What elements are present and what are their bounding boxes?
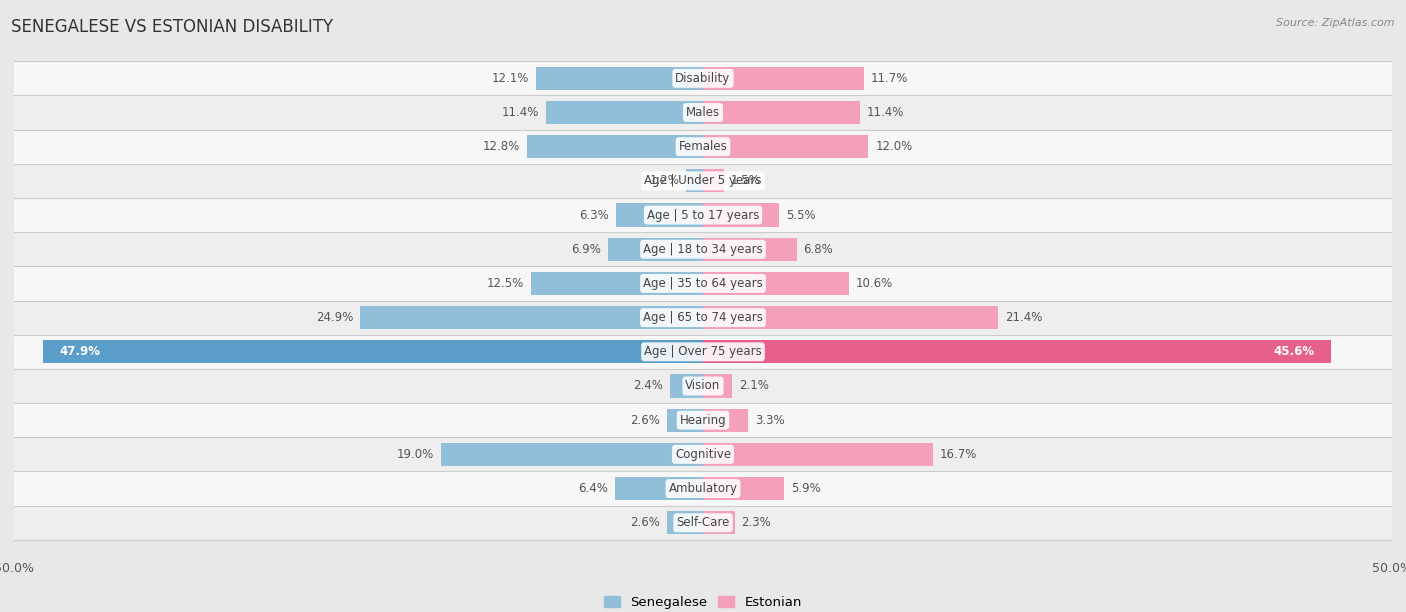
Bar xyxy=(531,272,703,295)
Text: 16.7%: 16.7% xyxy=(941,448,977,461)
Text: Age | 35 to 64 years: Age | 35 to 64 years xyxy=(643,277,763,290)
Bar xyxy=(14,61,1392,95)
Text: Cognitive: Cognitive xyxy=(675,448,731,461)
Bar xyxy=(703,170,724,193)
Text: 6.9%: 6.9% xyxy=(571,243,600,256)
Bar xyxy=(14,471,1392,506)
Text: 24.9%: 24.9% xyxy=(315,311,353,324)
Text: 2.1%: 2.1% xyxy=(738,379,769,392)
Text: 12.5%: 12.5% xyxy=(486,277,524,290)
Bar xyxy=(14,506,1392,540)
Bar xyxy=(14,198,1392,232)
Bar xyxy=(703,409,748,432)
Bar xyxy=(14,437,1392,471)
Bar xyxy=(14,164,1392,198)
Text: 6.4%: 6.4% xyxy=(578,482,607,495)
Text: 21.4%: 21.4% xyxy=(1005,311,1042,324)
Bar xyxy=(703,477,785,500)
Text: Females: Females xyxy=(679,140,727,153)
Text: 2.6%: 2.6% xyxy=(630,517,661,529)
Text: Self-Care: Self-Care xyxy=(676,517,730,529)
Legend: Senegalese, Estonian: Senegalese, Estonian xyxy=(599,591,807,612)
Text: Males: Males xyxy=(686,106,720,119)
Text: 3.3%: 3.3% xyxy=(755,414,785,427)
Bar xyxy=(607,237,703,261)
Text: 5.9%: 5.9% xyxy=(792,482,821,495)
Text: 2.6%: 2.6% xyxy=(630,414,661,427)
Text: 10.6%: 10.6% xyxy=(856,277,893,290)
Bar xyxy=(546,101,703,124)
Bar xyxy=(703,340,1331,364)
Text: 19.0%: 19.0% xyxy=(396,448,434,461)
Bar xyxy=(14,300,1392,335)
Bar xyxy=(14,232,1392,266)
Bar xyxy=(668,511,703,534)
Text: 6.3%: 6.3% xyxy=(579,209,609,222)
Bar xyxy=(536,67,703,90)
Text: 12.1%: 12.1% xyxy=(492,72,530,85)
Bar xyxy=(686,170,703,193)
Text: 11.4%: 11.4% xyxy=(868,106,904,119)
Text: 11.7%: 11.7% xyxy=(872,72,908,85)
Text: Source: ZipAtlas.com: Source: ZipAtlas.com xyxy=(1277,18,1395,28)
Bar xyxy=(703,101,860,124)
Bar xyxy=(616,203,703,226)
Bar xyxy=(360,306,703,329)
Text: 45.6%: 45.6% xyxy=(1274,345,1315,358)
Bar xyxy=(14,130,1392,164)
Bar xyxy=(441,442,703,466)
Text: 12.0%: 12.0% xyxy=(875,140,912,153)
Bar xyxy=(527,135,703,159)
Bar xyxy=(14,95,1392,130)
Text: Age | Under 5 years: Age | Under 5 years xyxy=(644,174,762,187)
Text: SENEGALESE VS ESTONIAN DISABILITY: SENEGALESE VS ESTONIAN DISABILITY xyxy=(11,18,333,36)
Bar xyxy=(44,340,703,364)
Text: Disability: Disability xyxy=(675,72,731,85)
Text: Age | 65 to 74 years: Age | 65 to 74 years xyxy=(643,311,763,324)
Bar xyxy=(703,237,797,261)
Bar xyxy=(703,306,998,329)
Text: 1.5%: 1.5% xyxy=(731,174,761,187)
Text: Hearing: Hearing xyxy=(679,414,727,427)
Bar xyxy=(703,67,865,90)
Bar xyxy=(669,375,703,398)
Text: 1.2%: 1.2% xyxy=(650,174,679,187)
Bar xyxy=(703,375,733,398)
Text: 2.3%: 2.3% xyxy=(741,517,772,529)
Bar xyxy=(703,442,934,466)
Text: 6.8%: 6.8% xyxy=(804,243,834,256)
Bar xyxy=(614,477,703,500)
Bar xyxy=(14,369,1392,403)
Bar xyxy=(703,203,779,226)
Text: Age | Over 75 years: Age | Over 75 years xyxy=(644,345,762,358)
Text: 12.8%: 12.8% xyxy=(482,140,520,153)
Bar xyxy=(703,272,849,295)
Text: 2.4%: 2.4% xyxy=(633,379,664,392)
Bar xyxy=(14,335,1392,369)
Bar xyxy=(668,409,703,432)
Text: Age | 5 to 17 years: Age | 5 to 17 years xyxy=(647,209,759,222)
Bar xyxy=(703,135,869,159)
Bar xyxy=(703,511,735,534)
Bar xyxy=(14,266,1392,300)
Text: Age | 18 to 34 years: Age | 18 to 34 years xyxy=(643,243,763,256)
Text: Ambulatory: Ambulatory xyxy=(668,482,738,495)
Bar xyxy=(14,403,1392,437)
Text: 47.9%: 47.9% xyxy=(59,345,101,358)
Text: 5.5%: 5.5% xyxy=(786,209,815,222)
Text: Vision: Vision xyxy=(685,379,721,392)
Text: 11.4%: 11.4% xyxy=(502,106,538,119)
